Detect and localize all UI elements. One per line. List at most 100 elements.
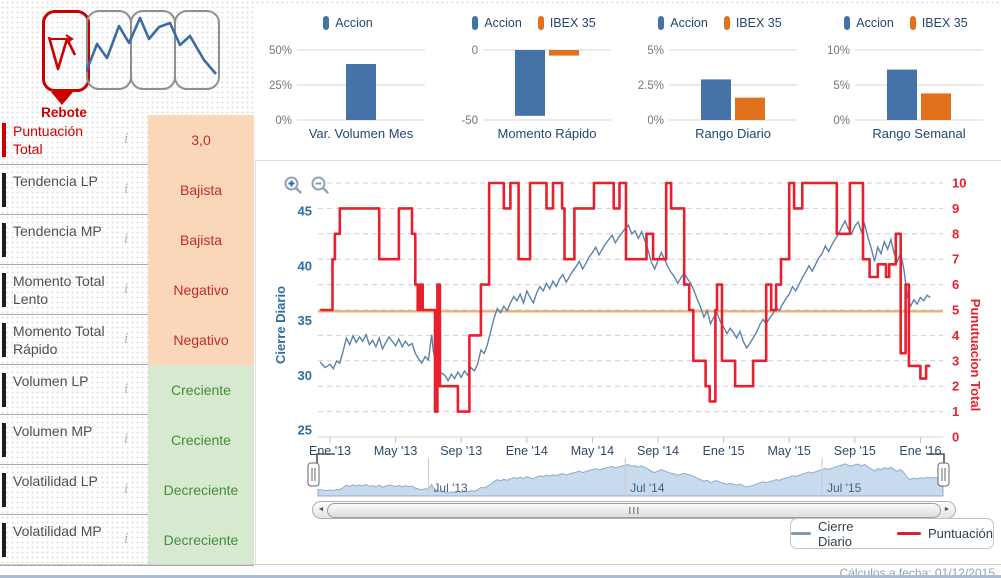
scrollbar-grip-icon bbox=[629, 507, 639, 514]
scroll-left-arrow[interactable]: ◄ bbox=[317, 505, 325, 513]
info-icon[interactable]: i bbox=[124, 131, 129, 147]
mini-chart-plot: 0 -50 Momento Rápido bbox=[461, 45, 611, 141]
svg-text:7: 7 bbox=[952, 252, 959, 267]
info-icon[interactable]: i bbox=[124, 481, 129, 497]
mini-legend-item[interactable]: IBEX 35 bbox=[909, 16, 968, 30]
indicator-label: Volumen LP bbox=[13, 373, 89, 389]
navigator-area bbox=[317, 463, 944, 497]
row-divider bbox=[0, 214, 148, 215]
svg-text:25: 25 bbox=[298, 423, 312, 438]
chart-legend: Cierre Diario Puntuación bbox=[790, 518, 994, 549]
top-dotted-border bbox=[0, 0, 1001, 6]
legend-line-icon bbox=[896, 532, 921, 535]
zoom-out-icon[interactable] bbox=[310, 175, 330, 195]
indicator-label: Tendencia MP bbox=[13, 223, 102, 239]
svg-text:May '13: May '13 bbox=[374, 444, 417, 458]
row-divider bbox=[0, 264, 148, 265]
indicator-row: Volatilidad LP i Decreciente bbox=[0, 465, 254, 515]
svg-text:2.5%: 2.5% bbox=[638, 80, 664, 92]
svg-text:3: 3 bbox=[952, 353, 959, 368]
legend-label: Accion bbox=[856, 16, 894, 30]
indicator-row: Tendencia LP i Bajista bbox=[0, 165, 254, 215]
mini-chart-momento-r-pido: Accion IBEX 35 0 -50 Momento Rápido bbox=[441, 2, 627, 160]
bar-IBEX 35[interactable] bbox=[921, 93, 951, 120]
svg-text:50%: 50% bbox=[269, 45, 292, 57]
legend-label: IBEX 35 bbox=[735, 16, 782, 30]
pattern-card-4[interactable] bbox=[174, 10, 220, 90]
zoom-in-icon[interactable] bbox=[283, 175, 303, 195]
info-icon[interactable]: i bbox=[124, 381, 129, 397]
indicator-value: Creciente bbox=[148, 415, 254, 465]
indicator-row: Volatilidad MP i Decreciente bbox=[0, 515, 254, 565]
indicator-value: Creciente bbox=[148, 365, 254, 415]
row-divider bbox=[0, 514, 148, 515]
navigator-handle-right[interactable] bbox=[937, 462, 950, 487]
panel-divider bbox=[255, 160, 256, 565]
pattern-card-3[interactable] bbox=[130, 10, 176, 90]
legend-item-puntuaci-n[interactable]: Puntuación bbox=[896, 526, 993, 541]
svg-text:5%: 5% bbox=[833, 80, 850, 92]
mini-chart-plot: 10% 5% 0% Rango Semanal bbox=[827, 45, 983, 141]
svg-text:30: 30 bbox=[298, 368, 312, 383]
svg-text:5: 5 bbox=[952, 303, 959, 318]
bar-Accion[interactable] bbox=[887, 69, 917, 120]
info-icon[interactable]: i bbox=[124, 231, 129, 247]
scrollbar-thumb[interactable] bbox=[327, 502, 941, 518]
indicator-row: Tendencia MP i Bajista bbox=[0, 215, 254, 265]
rebote-marker-icon bbox=[51, 92, 73, 105]
svg-text:Rango Diario: Rango Diario bbox=[695, 126, 771, 141]
pattern-card-2[interactable] bbox=[86, 10, 132, 90]
mini-legend-item[interactable]: IBEX 35 bbox=[537, 16, 596, 30]
indicator-row: Momento Total Rápido i Negativo bbox=[0, 315, 254, 365]
row-divider bbox=[0, 414, 148, 415]
svg-text:8: 8 bbox=[952, 226, 959, 241]
indicator-label: Volumen MP bbox=[13, 423, 93, 439]
bar-Accion[interactable] bbox=[515, 50, 545, 116]
footer-divider bbox=[0, 564, 1001, 565]
svg-text:10: 10 bbox=[952, 176, 966, 191]
mini-legend-item[interactable]: Accion bbox=[323, 16, 373, 30]
row-divider bbox=[0, 464, 148, 465]
svg-text:9: 9 bbox=[952, 201, 959, 216]
legend-marker-icon bbox=[723, 16, 730, 30]
navigator-scrollbar[interactable]: ◄ ► bbox=[312, 501, 956, 519]
row-divider bbox=[0, 164, 148, 165]
info-icon[interactable]: i bbox=[124, 431, 129, 447]
legend-label: IBEX 35 bbox=[549, 16, 596, 30]
svg-text:0%: 0% bbox=[833, 115, 850, 127]
pattern-card-rebote[interactable] bbox=[42, 10, 90, 92]
svg-text:1: 1 bbox=[952, 404, 959, 419]
info-icon[interactable]: i bbox=[124, 181, 129, 197]
svg-text:Jul '15: Jul '15 bbox=[827, 481, 862, 495]
info-icon[interactable]: i bbox=[124, 531, 129, 547]
legend-item-cierre-diario[interactable]: Cierre Diario bbox=[791, 519, 879, 549]
svg-text:0%: 0% bbox=[647, 115, 664, 127]
svg-text:0: 0 bbox=[952, 430, 959, 445]
svg-text:45: 45 bbox=[298, 204, 312, 219]
navigator-chart[interactable]: Jul '13 Jul '14 Jul '15 bbox=[255, 450, 1001, 502]
bar-IBEX 35[interactable] bbox=[549, 50, 579, 56]
info-icon[interactable]: i bbox=[124, 281, 129, 297]
mini-legend-item[interactable]: Accion bbox=[472, 16, 522, 30]
mini-legend-item[interactable]: Accion bbox=[844, 16, 894, 30]
indicator-value: Bajista bbox=[148, 215, 254, 265]
indicator-row: Puntuación Total i 3,0 bbox=[0, 115, 254, 165]
mini-legend-item[interactable]: IBEX 35 bbox=[723, 16, 782, 30]
bar-IBEX 35[interactable] bbox=[735, 97, 765, 120]
mini-chart-plot: 50% 25% 0% Var. Volumen Mes bbox=[269, 45, 425, 141]
bar-Accion[interactable] bbox=[346, 64, 376, 120]
indicator-label: Puntuación Total bbox=[13, 123, 84, 158]
score-step-line bbox=[320, 181, 931, 413]
svg-text:Punutuacion Total: Punutuacion Total bbox=[968, 299, 983, 411]
bar-Accion[interactable] bbox=[701, 79, 731, 120]
legend-marker-icon bbox=[658, 16, 665, 30]
svg-text:0%: 0% bbox=[275, 115, 292, 127]
legend-label: Cierre Diario bbox=[818, 518, 854, 549]
info-icon[interactable]: i bbox=[124, 331, 129, 347]
navigator-handle-left[interactable] bbox=[307, 462, 320, 487]
svg-text:Ene '15: Ene '15 bbox=[703, 444, 745, 458]
svg-text:35: 35 bbox=[298, 313, 312, 328]
mini-legend-item[interactable]: Accion bbox=[658, 16, 708, 30]
scroll-right-arrow[interactable]: ► bbox=[943, 505, 951, 513]
